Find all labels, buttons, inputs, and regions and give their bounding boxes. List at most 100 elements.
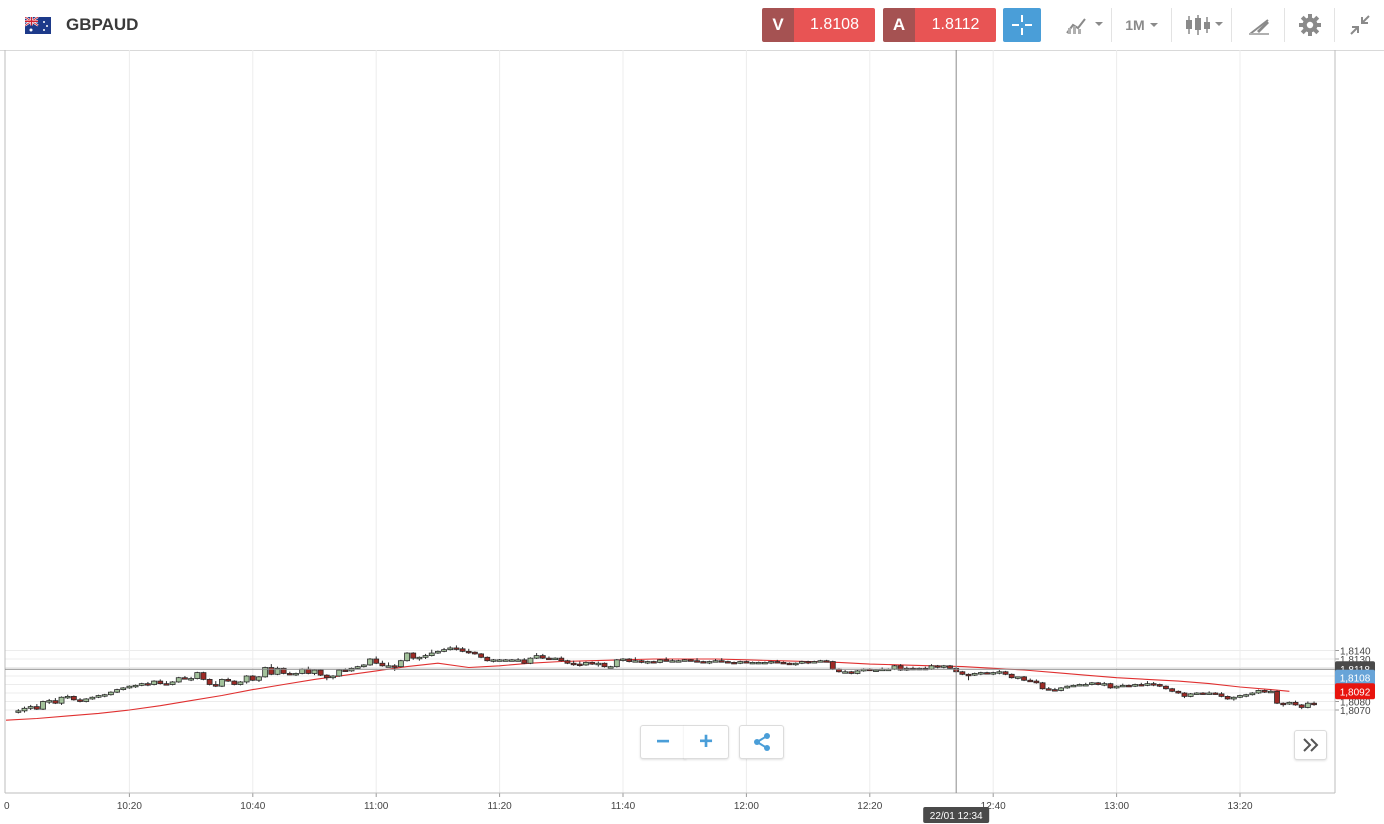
candle-body-up — [632, 660, 639, 663]
candle — [1212, 692, 1219, 695]
candle-body-up — [367, 658, 373, 666]
candle — [687, 659, 694, 662]
candle — [89, 696, 96, 700]
candle — [354, 665, 361, 670]
candle-body-up — [490, 659, 497, 662]
candle — [990, 671, 997, 676]
candle-body-down — [546, 657, 552, 661]
candle — [1021, 676, 1027, 682]
candle-body-down — [805, 661, 811, 664]
candle — [145, 681, 151, 687]
candle-body-up — [1119, 684, 1126, 688]
candle-body-up — [360, 664, 367, 668]
candle — [971, 672, 978, 676]
candle-body-up — [299, 668, 306, 674]
x-tick-label: 0 — [4, 801, 10, 812]
candle — [52, 698, 59, 705]
crosshair-button[interactable] — [1003, 8, 1041, 42]
zoom-out-button[interactable]: − — [640, 725, 686, 759]
candle-body-up — [58, 696, 65, 704]
candle-body-up — [293, 673, 299, 676]
candle-body-up — [95, 695, 102, 698]
candle — [595, 661, 602, 667]
settings-button[interactable] — [1288, 0, 1332, 50]
buy-button[interactable]: A 1.8112 — [883, 8, 996, 42]
candle-body-down — [626, 658, 633, 662]
candle-body-down — [225, 679, 232, 682]
buy-label: A — [883, 8, 915, 42]
candle — [1039, 681, 1046, 690]
candle — [737, 660, 744, 665]
candle-body-up — [644, 661, 651, 664]
candle — [1292, 700, 1299, 706]
candle-body-down — [601, 662, 608, 668]
candle — [632, 657, 639, 663]
candle-body-down — [743, 661, 750, 664]
candle — [521, 658, 528, 665]
candle-body-down — [934, 665, 941, 668]
candle — [1089, 681, 1095, 686]
drawing-tools-button[interactable] — [1235, 0, 1283, 50]
candle — [539, 653, 546, 659]
candle — [1082, 682, 1089, 687]
candle — [1008, 673, 1015, 679]
candle — [243, 675, 250, 684]
candle-body-up — [1286, 701, 1293, 705]
candle-body-down — [700, 661, 707, 664]
candle-body-up — [873, 669, 879, 672]
candle — [404, 652, 410, 662]
candle-body-down — [249, 675, 256, 681]
candle-body-up — [583, 662, 589, 666]
candle-body-down — [1163, 685, 1169, 690]
candle — [249, 675, 256, 682]
candle-body-up — [940, 665, 947, 668]
candle-body-up — [114, 689, 120, 693]
candle-body-up — [891, 665, 898, 670]
collapse-button[interactable] — [1338, 0, 1382, 50]
candle-body-up — [416, 656, 423, 660]
x-tick-label: 12:20 — [857, 801, 882, 812]
candle — [478, 653, 484, 659]
double-chevron-right-icon — [1302, 738, 1318, 752]
candle-body-up — [447, 647, 454, 651]
candle-body-up — [971, 673, 978, 676]
chart-type-button[interactable] — [1175, 0, 1230, 50]
timeframe-dropdown[interactable]: 1M — [1115, 0, 1170, 50]
price-chart[interactable]: 1,80701,80801,80901,81001,81101,81201,81… — [0, 50, 1384, 824]
candle-body-down — [145, 683, 151, 686]
scroll-to-latest-button[interactable] — [1294, 730, 1327, 760]
timeframe-label: 1M — [1125, 17, 1145, 33]
candle — [718, 658, 725, 663]
sell-button[interactable]: V 1.8108 — [762, 8, 875, 42]
candle-body-up — [712, 660, 719, 663]
candle — [212, 681, 219, 688]
candle — [977, 671, 984, 676]
candle — [40, 700, 46, 710]
toolbar-divider — [1284, 8, 1285, 42]
candle-body-down — [897, 665, 904, 671]
candle — [669, 659, 676, 663]
candle — [286, 671, 293, 676]
candle-body-up — [1082, 684, 1089, 687]
candle — [780, 661, 787, 665]
share-button[interactable] — [739, 725, 784, 759]
candle-body-up — [527, 657, 534, 664]
candle — [570, 660, 577, 666]
candle-body-up — [46, 700, 53, 703]
x-tick-label: 11:20 — [487, 801, 512, 812]
zoom-in-button[interactable]: + — [684, 725, 729, 759]
candle-body-up — [256, 676, 262, 681]
candle — [225, 677, 232, 682]
candle — [1200, 692, 1206, 695]
candle — [996, 670, 1003, 675]
candle — [379, 660, 386, 667]
candle — [1274, 690, 1280, 705]
candle-body-down — [1200, 692, 1206, 695]
candle — [1095, 681, 1101, 686]
candle-body-up — [737, 661, 744, 664]
candle — [422, 653, 429, 659]
candle — [1014, 676, 1021, 680]
candle — [1267, 689, 1274, 694]
indicators-button[interactable] — [1055, 0, 1110, 50]
candle-body-down — [694, 660, 700, 663]
